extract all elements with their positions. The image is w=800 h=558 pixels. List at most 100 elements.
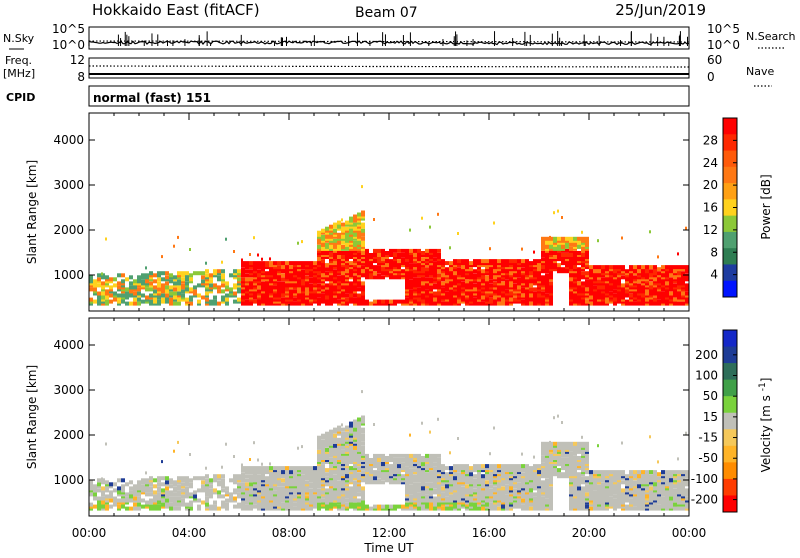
velocity-cell	[105, 480, 109, 484]
power-cell	[353, 298, 357, 302]
power-sparse-cell	[101, 272, 103, 275]
power-cell	[641, 265, 645, 269]
power-cell	[445, 261, 449, 265]
velocity-cell	[185, 476, 189, 480]
power-cell	[177, 271, 181, 275]
power-cell	[585, 300, 589, 304]
velocity-cell	[105, 505, 109, 509]
power-cell	[313, 296, 317, 300]
velocity-cell	[221, 494, 225, 498]
power-cell	[321, 235, 325, 239]
power-cell	[165, 275, 169, 279]
velocity-cell	[277, 470, 281, 474]
power-cell	[385, 251, 389, 255]
power-sparse-cell	[421, 217, 423, 220]
power-cell	[213, 283, 217, 287]
power-cell	[377, 273, 381, 277]
power-cell	[225, 281, 229, 285]
velocity-cell	[241, 466, 245, 470]
station-title: Hokkaido East (fitACF)	[92, 1, 260, 19]
velocity-cell	[317, 488, 321, 492]
power-cell	[569, 237, 573, 241]
power-cell	[205, 292, 209, 296]
power-cell	[157, 277, 161, 281]
velocity-cell	[461, 464, 465, 468]
power-cell	[201, 279, 205, 283]
velocity-cell	[441, 507, 445, 511]
velocity-cell	[433, 466, 437, 470]
power-cell	[401, 257, 405, 261]
velocity-cell	[121, 478, 125, 482]
power-cell	[465, 279, 469, 283]
velocity-cell	[221, 478, 225, 482]
velocity-cell	[441, 486, 445, 490]
power-colorbar-segment	[723, 248, 737, 265]
velocity-cell	[337, 438, 341, 442]
power-cell	[625, 300, 629, 304]
power-cell	[309, 261, 313, 265]
power-cell	[209, 283, 213, 287]
velocity-cell	[281, 478, 285, 482]
power-cell	[501, 281, 505, 285]
power-cell	[373, 249, 377, 253]
velocity-cell	[133, 484, 137, 488]
power-cell	[317, 298, 321, 302]
freq-tick-top: 12	[70, 53, 85, 67]
power-cell	[529, 287, 533, 291]
velocity-cell	[189, 501, 193, 505]
velocity-cell	[473, 478, 477, 482]
power-cell	[345, 227, 349, 231]
power-cell	[505, 279, 509, 283]
velocity-cell	[109, 490, 113, 494]
power-cell	[189, 277, 193, 281]
power-cell	[493, 259, 497, 263]
velocity-cell	[389, 454, 393, 458]
velocity-cell	[109, 505, 113, 509]
power-cell	[153, 273, 157, 277]
power-cell	[361, 211, 365, 215]
power-cell	[233, 269, 237, 273]
velocity-cell	[393, 458, 397, 462]
velocity-cell	[505, 494, 509, 498]
power-cell	[197, 300, 201, 304]
velocity-cell	[173, 497, 177, 501]
velocity-cell	[293, 503, 297, 507]
power-sparse-cell	[269, 257, 271, 260]
velocity-cell	[165, 499, 169, 503]
power-cell	[165, 285, 169, 289]
velocity-cell	[521, 472, 525, 476]
power-cell	[189, 296, 193, 300]
velocity-cell	[345, 456, 349, 460]
power-cell	[633, 275, 637, 279]
power-cell	[685, 265, 689, 269]
velocity-cell	[281, 486, 285, 490]
velocity-cell	[241, 482, 245, 486]
velocity-cell	[121, 484, 125, 488]
power-cell	[649, 265, 653, 269]
power-cell	[489, 283, 493, 287]
power-colorbar-tick-label: 4	[710, 268, 718, 282]
power-cell	[473, 298, 477, 302]
power-cell	[585, 287, 589, 291]
velocity-cell	[229, 492, 233, 496]
velocity-cell	[113, 497, 117, 501]
power-cell	[357, 287, 361, 291]
velocity-cell	[437, 454, 441, 458]
power-cell	[117, 294, 121, 298]
power-cell	[625, 269, 629, 273]
power-cell	[101, 285, 105, 289]
power-cell	[493, 281, 497, 285]
power-cell	[585, 237, 589, 241]
power-cell	[257, 261, 261, 265]
velocity-cell	[101, 486, 105, 490]
power-cell	[405, 249, 409, 253]
power-sparse-cell	[373, 218, 375, 221]
velocity-cell	[205, 474, 209, 478]
power-cell	[169, 285, 173, 289]
velocity-cell	[205, 497, 209, 501]
power-cell	[657, 267, 661, 271]
power-cell	[561, 267, 565, 271]
velocity-cell	[453, 464, 457, 468]
power-cell	[105, 289, 109, 293]
